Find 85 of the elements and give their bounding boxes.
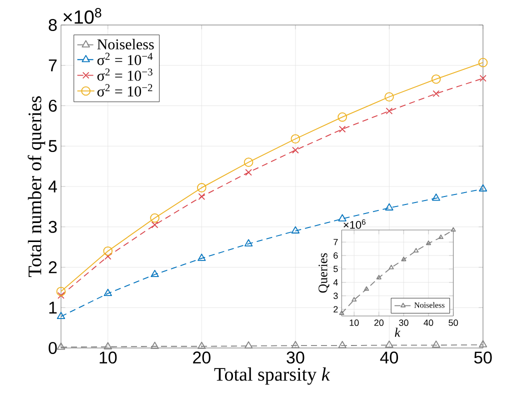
point <box>388 264 394 270</box>
y-axis-title: Total number of queries <box>28 96 46 278</box>
point <box>338 214 346 222</box>
y-tick-label: 7 <box>48 60 57 72</box>
point <box>291 340 300 348</box>
point <box>414 248 419 252</box>
x-tick-label: 10 <box>100 352 117 364</box>
y-tick-label: 6 <box>48 100 57 112</box>
point <box>58 292 64 299</box>
point <box>480 74 486 82</box>
point <box>478 184 488 192</box>
y-tick-label: 6 <box>334 252 338 259</box>
point <box>478 58 488 68</box>
point <box>245 168 252 176</box>
x-tick-label: 50 <box>474 352 492 364</box>
point <box>338 340 346 348</box>
x-axis-title: Total sparsity k <box>214 367 330 385</box>
x-tick-label: 50 <box>448 320 458 326</box>
y-tick-label: 7 <box>334 238 338 246</box>
point <box>431 74 441 84</box>
legend-label: Noiseless <box>97 38 154 50</box>
y-tick-label: 5 <box>48 140 57 152</box>
point <box>56 312 66 320</box>
point <box>103 246 113 256</box>
y-tick-label: 3 <box>48 220 57 233</box>
y-tick-label: 4 <box>333 279 338 286</box>
x-tick-label: 20 <box>374 320 384 326</box>
point <box>198 193 206 200</box>
point <box>292 146 299 154</box>
text: ×10$^{8}$ <box>64 8 102 24</box>
y-tick-label: 2 <box>334 306 338 312</box>
point <box>150 213 160 223</box>
point <box>385 340 394 348</box>
point <box>432 194 440 201</box>
point <box>385 203 394 210</box>
point <box>197 183 206 192</box>
point <box>338 126 346 133</box>
point <box>290 134 300 144</box>
x-tick-label: 40 <box>424 320 434 326</box>
x-tick-label: 30 <box>399 320 408 326</box>
point <box>244 341 253 349</box>
y-axis-title: Queries <box>318 253 330 293</box>
point <box>426 240 432 246</box>
point <box>432 90 440 98</box>
x-tick-label: 20 <box>193 352 210 364</box>
point <box>56 342 66 350</box>
point <box>450 227 456 232</box>
y-tick-label: 5 <box>334 266 338 272</box>
point <box>364 286 370 291</box>
legend-label: Noiseless <box>414 302 444 308</box>
x-tick-label: 40 <box>380 352 398 364</box>
y-tick-label: 1 <box>49 302 57 314</box>
legend-label: σ$^{2}$ = 10$^{−3}$ <box>97 68 152 81</box>
point <box>244 158 254 167</box>
point <box>438 234 444 240</box>
point <box>198 342 206 349</box>
point <box>376 274 382 280</box>
point <box>104 342 112 350</box>
point <box>401 256 406 262</box>
x-axis-title: k <box>394 328 400 337</box>
point <box>150 270 159 278</box>
y-tick-label: 8 <box>48 18 57 32</box>
point <box>386 108 393 114</box>
y-tick-label: 4 <box>48 180 57 192</box>
y-tick-label: 0 <box>48 342 57 354</box>
point <box>56 286 66 296</box>
legend-label: σ$^{2}$ = 10$^{−2}$ <box>97 84 152 96</box>
x-tick-label: 10 <box>350 320 359 326</box>
point <box>352 297 357 302</box>
point <box>478 340 488 348</box>
point <box>432 340 440 348</box>
y-tick-label: 3 <box>334 292 338 300</box>
point <box>104 252 112 260</box>
point <box>198 254 206 261</box>
point <box>104 288 112 296</box>
point <box>338 112 347 122</box>
point <box>384 92 394 102</box>
point <box>151 221 158 228</box>
point <box>291 226 300 234</box>
x-tick-label: 30 <box>286 352 304 364</box>
y-tick-label: 2 <box>48 261 57 274</box>
point <box>150 342 159 349</box>
annotation: ×10$^{6}$ <box>344 219 366 229</box>
legend-label: σ$^{2}$ = 10$^{−4}$ <box>97 52 153 66</box>
point <box>244 239 253 246</box>
